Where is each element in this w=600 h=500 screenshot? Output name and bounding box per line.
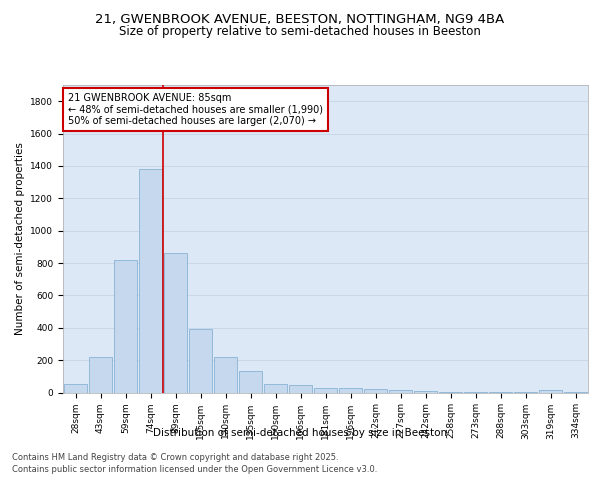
Text: 21 GWENBROOK AVENUE: 85sqm
← 48% of semi-detached houses are smaller (1,990)
50%: 21 GWENBROOK AVENUE: 85sqm ← 48% of semi… bbox=[68, 92, 323, 126]
Bar bbox=[264, 384, 287, 392]
Bar bbox=[114, 260, 137, 392]
Text: 21, GWENBROOK AVENUE, BEESTON, NOTTINGHAM, NG9 4BA: 21, GWENBROOK AVENUE, BEESTON, NOTTINGHA… bbox=[95, 12, 505, 26]
Bar bbox=[64, 384, 87, 392]
Bar bbox=[189, 328, 212, 392]
Bar bbox=[364, 390, 387, 392]
Bar bbox=[139, 169, 162, 392]
Bar bbox=[289, 385, 312, 392]
Bar bbox=[239, 372, 262, 392]
Bar bbox=[89, 357, 112, 392]
Text: Size of property relative to semi-detached houses in Beeston: Size of property relative to semi-detach… bbox=[119, 25, 481, 38]
Bar bbox=[164, 254, 187, 392]
Bar bbox=[339, 388, 362, 392]
Text: Contains public sector information licensed under the Open Government Licence v3: Contains public sector information licen… bbox=[12, 465, 377, 474]
Text: Contains HM Land Registry data © Crown copyright and database right 2025.: Contains HM Land Registry data © Crown c… bbox=[12, 454, 338, 462]
Bar bbox=[314, 388, 337, 392]
Bar bbox=[389, 390, 412, 392]
Bar bbox=[414, 391, 437, 392]
Bar bbox=[214, 357, 237, 392]
Y-axis label: Number of semi-detached properties: Number of semi-detached properties bbox=[15, 142, 25, 335]
Bar bbox=[539, 390, 562, 392]
Text: Distribution of semi-detached houses by size in Beeston: Distribution of semi-detached houses by … bbox=[153, 428, 447, 438]
